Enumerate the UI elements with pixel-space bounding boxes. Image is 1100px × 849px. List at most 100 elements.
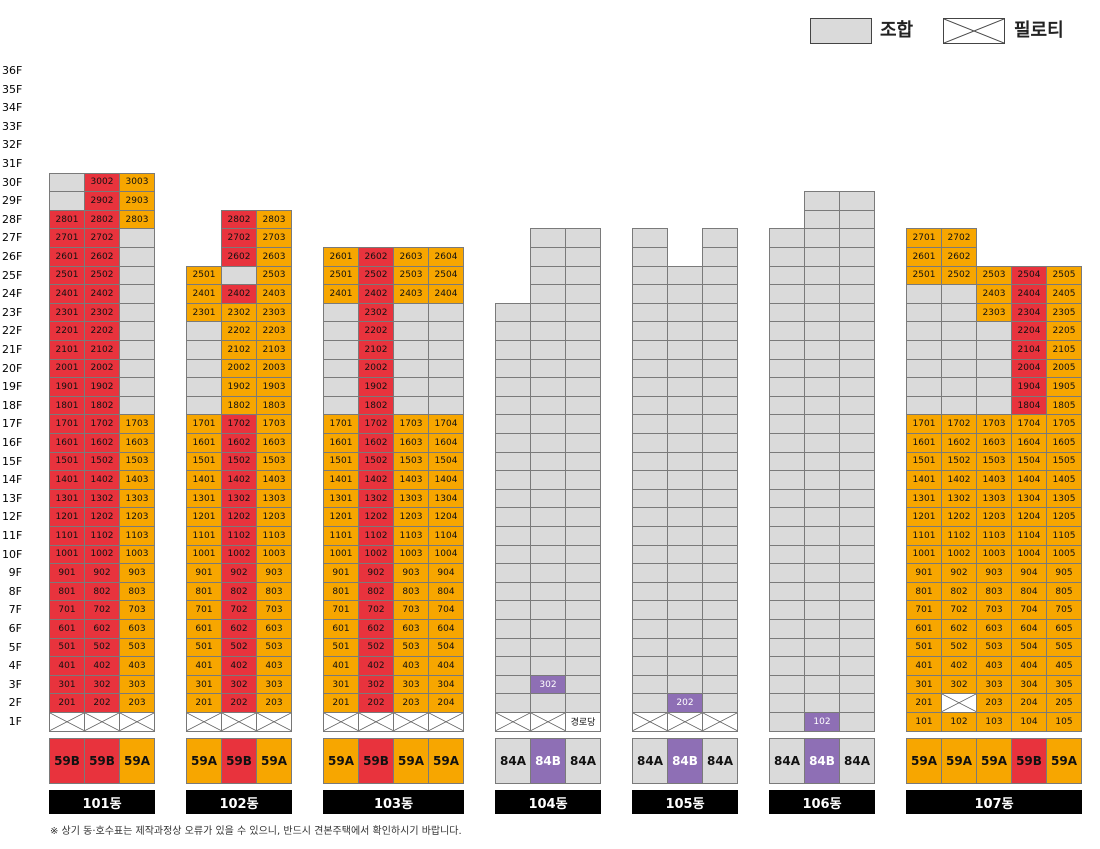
- union-unit-cell: [565, 544, 601, 565]
- unit-cell: 1503: [976, 451, 1012, 472]
- union-unit-cell: [839, 619, 875, 639]
- union-unit-cell: [119, 395, 155, 416]
- unit-cell: 1503: [119, 451, 155, 472]
- unit-cell: 801: [49, 581, 85, 602]
- unit-cell: 403: [256, 656, 292, 676]
- unit-cell: 404: [1011, 656, 1047, 676]
- union-unit-cell: [804, 488, 840, 509]
- union-unit-cell: [632, 302, 668, 323]
- unit-cell: 903: [393, 563, 429, 583]
- unit-cell: 1405: [1046, 470, 1082, 490]
- unit-cell: 2505: [1046, 265, 1082, 286]
- union-unit-cell: [976, 377, 1012, 397]
- unit-cell: 1503: [256, 451, 292, 472]
- floor-label: 27F: [2, 231, 23, 245]
- union-unit-cell: [530, 544, 566, 565]
- unit-type-cell: 84A: [769, 738, 805, 784]
- pilotis-cell: [119, 712, 155, 732]
- unit-cell: 1004: [428, 544, 464, 565]
- floor-label: 21F: [2, 343, 23, 356]
- unit-cell: 705: [1046, 600, 1082, 620]
- union-unit-cell: [702, 674, 738, 695]
- unit-cell: 502: [221, 637, 257, 658]
- unit-cell: 2004: [1011, 358, 1047, 379]
- unit-cell: 503: [256, 637, 292, 658]
- union-unit-cell: [119, 302, 155, 323]
- union-unit-cell: [702, 265, 738, 286]
- unit-type-cell: 84A: [565, 738, 601, 784]
- unit-cell: 2103: [256, 340, 292, 360]
- union-unit-cell: [976, 358, 1012, 379]
- unit-cell: 602: [941, 619, 977, 639]
- union-unit-cell: [839, 414, 875, 434]
- unit-cell: 1403: [976, 470, 1012, 490]
- union-unit-cell: [667, 674, 703, 695]
- unit-cell: 302: [221, 674, 257, 695]
- floor-label: 32F: [2, 138, 23, 152]
- union-unit-cell: [839, 693, 875, 713]
- unit-cell: 902: [941, 563, 977, 583]
- unit-cell: 2202: [221, 321, 257, 341]
- unit-cell: 303: [976, 674, 1012, 695]
- unit-cell: 2403: [393, 284, 429, 304]
- floor-label: 28F: [2, 212, 23, 226]
- legend-pilotis-swatch: [943, 18, 1005, 44]
- union-unit-cell: [632, 600, 668, 620]
- union-unit-cell: [839, 321, 875, 341]
- unit-cell: 203: [119, 693, 155, 713]
- union-unit-cell: [428, 377, 464, 397]
- unit-cell: 1702: [941, 414, 977, 434]
- union-unit-cell: [530, 395, 566, 416]
- union-unit-cell: [495, 693, 531, 713]
- union-unit-cell: [530, 563, 566, 583]
- union-unit-cell: [769, 377, 805, 397]
- unit-cell: 2702: [221, 228, 257, 248]
- unit-cell: 1201: [906, 507, 942, 527]
- unit-type-cell: 59A: [186, 738, 222, 784]
- union-unit-cell: [667, 433, 703, 453]
- building-label: 101동: [49, 790, 155, 814]
- unit-cell: 1704: [428, 414, 464, 434]
- union-unit-cell: [839, 265, 875, 286]
- union-unit-cell: [495, 451, 531, 472]
- unit-cell: 1801: [49, 395, 85, 416]
- union-unit-cell: [839, 302, 875, 323]
- union-unit-cell: [49, 191, 85, 211]
- unit-cell: 1702: [84, 414, 120, 434]
- union-unit-cell: [565, 619, 601, 639]
- unit-cell: 1501: [186, 451, 222, 472]
- unit-cell: 1102: [941, 526, 977, 546]
- unit-cell: 2501: [49, 265, 85, 286]
- union-unit-cell: [530, 377, 566, 397]
- pilotis-cell: [393, 712, 429, 732]
- unit-cell: 2401: [186, 284, 222, 304]
- floor-label: 23F: [2, 305, 23, 319]
- union-unit-cell: [530, 284, 566, 304]
- union-unit-cell: [530, 340, 566, 360]
- unit-cell: 1703: [119, 414, 155, 434]
- union-unit-cell: [702, 656, 738, 676]
- unit-cell: 1802: [221, 395, 257, 416]
- unit-type-cell: 59B: [221, 738, 257, 784]
- union-unit-cell: [769, 656, 805, 676]
- unit-type-cell: 84A: [495, 738, 531, 784]
- floor-label: 18F: [2, 398, 23, 412]
- floor-label: 10F: [2, 547, 23, 561]
- floor-label: 31F: [2, 157, 23, 170]
- union-unit-cell: [769, 265, 805, 286]
- floor-label: 35F: [2, 82, 23, 96]
- union-unit-cell: [769, 507, 805, 527]
- senior-center-cell: 경로당: [565, 712, 601, 732]
- unit-cell: 3003: [119, 172, 155, 193]
- floor-label: 36F: [2, 64, 23, 77]
- unit-cell: 305: [1046, 674, 1082, 695]
- unit-cell: 803: [976, 581, 1012, 602]
- union-unit-cell: [769, 619, 805, 639]
- unit-cell: 1202: [221, 507, 257, 527]
- unit-cell: 1103: [256, 526, 292, 546]
- union-unit-cell: [702, 247, 738, 267]
- building-label: 105동: [632, 790, 738, 814]
- unit-type-cell: 59A: [323, 738, 359, 784]
- union-unit-cell: [667, 470, 703, 490]
- unit-cell: 2504: [428, 265, 464, 286]
